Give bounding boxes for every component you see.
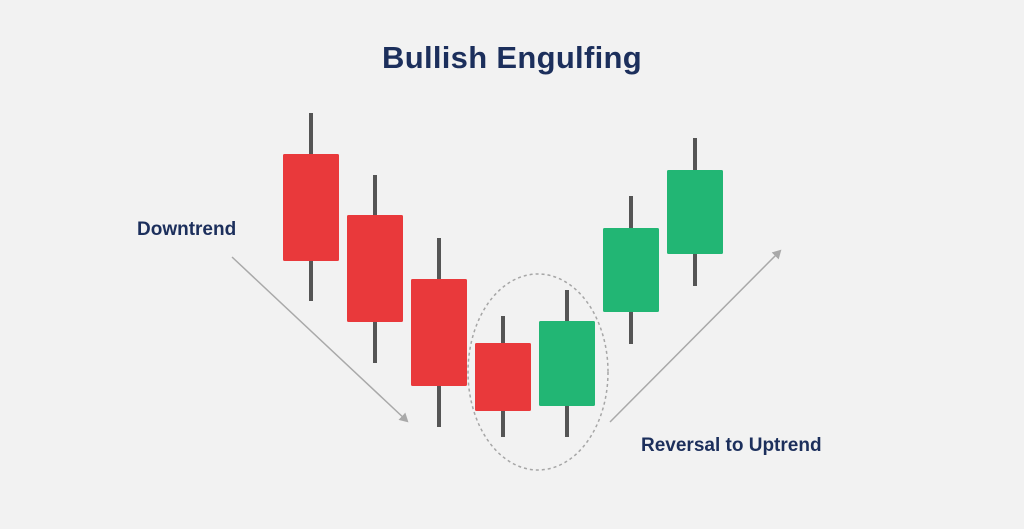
- reversal-label: Reversal to Uptrend: [641, 435, 822, 456]
- uptrend-arrow-icon: [609, 249, 782, 423]
- candle-2-bearish: [347, 175, 403, 363]
- candle-3-body: [411, 279, 467, 386]
- downtrend-label: Downtrend: [137, 219, 237, 240]
- candle-7-bullish: [667, 138, 723, 286]
- candle-1-body: [283, 154, 339, 261]
- candle-7-body: [667, 170, 723, 254]
- candle-5-body: [539, 321, 595, 406]
- candle-2-body: [347, 215, 403, 322]
- downtrend-arrow-icon: [231, 256, 409, 423]
- candle-4-bearish: [475, 316, 531, 437]
- candle-4-body: [475, 343, 531, 411]
- candle-5-bullish: [539, 290, 595, 437]
- candle-6-body: [603, 228, 659, 312]
- diagram-title: Bullish Engulfing: [382, 40, 642, 75]
- engulfing-highlight-ellipse: [467, 273, 609, 471]
- candle-3-bearish: [411, 238, 467, 427]
- candle-1-bearish: [283, 113, 339, 301]
- candle-6-bullish: [603, 196, 659, 344]
- candles-group: [283, 113, 723, 437]
